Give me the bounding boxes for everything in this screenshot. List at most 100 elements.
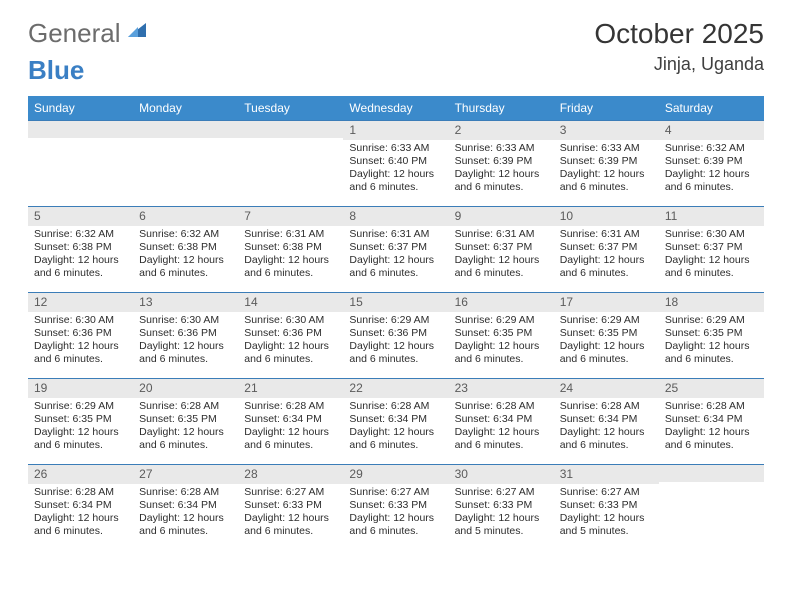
- day-details: Sunrise: 6:28 AMSunset: 6:34 PMDaylight:…: [238, 398, 343, 459]
- calendar-day-cell: 15Sunrise: 6:29 AMSunset: 6:36 PMDayligh…: [343, 292, 448, 378]
- sunset-line: Sunset: 6:38 PM: [244, 241, 337, 254]
- calendar-table: SundayMondayTuesdayWednesdayThursdayFrid…: [28, 96, 764, 550]
- sunset-line: Sunset: 6:39 PM: [560, 155, 653, 168]
- calendar-day-cell: 12Sunrise: 6:30 AMSunset: 6:36 PMDayligh…: [28, 292, 133, 378]
- sunrise-line: Sunrise: 6:28 AM: [244, 400, 337, 413]
- sunrise-line: Sunrise: 6:30 AM: [244, 314, 337, 327]
- brand-sail-icon: [126, 19, 148, 44]
- sunset-line: Sunset: 6:37 PM: [665, 241, 758, 254]
- sunrise-line: Sunrise: 6:31 AM: [349, 228, 442, 241]
- calendar-page: General October 2025 Jinja, Uganda Blue …: [0, 0, 792, 550]
- day-number: [659, 465, 764, 482]
- daylight-line: Daylight: 12 hours and 6 minutes.: [34, 426, 127, 452]
- calendar-body: 1Sunrise: 6:33 AMSunset: 6:40 PMDaylight…: [28, 120, 764, 550]
- weekday-header-cell: Monday: [133, 96, 238, 120]
- calendar-empty-cell: [133, 120, 238, 206]
- daylight-line: Daylight: 12 hours and 6 minutes.: [139, 512, 232, 538]
- day-details: Sunrise: 6:32 AMSunset: 6:38 PMDaylight:…: [28, 226, 133, 287]
- daylight-line: Daylight: 12 hours and 6 minutes.: [455, 168, 548, 194]
- brand-part2: Blue: [28, 55, 84, 86]
- sunrise-line: Sunrise: 6:33 AM: [349, 142, 442, 155]
- sunset-line: Sunset: 6:34 PM: [665, 413, 758, 426]
- day-details: Sunrise: 6:29 AMSunset: 6:35 PMDaylight:…: [554, 312, 659, 373]
- day-details: Sunrise: 6:31 AMSunset: 6:37 PMDaylight:…: [343, 226, 448, 287]
- day-number: 27: [133, 465, 238, 484]
- daylight-line: Daylight: 12 hours and 5 minutes.: [560, 512, 653, 538]
- sunrise-line: Sunrise: 6:32 AM: [139, 228, 232, 241]
- brand-logo: General: [28, 18, 150, 49]
- day-details: Sunrise: 6:31 AMSunset: 6:37 PMDaylight:…: [554, 226, 659, 287]
- sunset-line: Sunset: 6:40 PM: [349, 155, 442, 168]
- calendar-empty-cell: [238, 120, 343, 206]
- day-number: 24: [554, 379, 659, 398]
- brand-part1: General: [28, 18, 121, 49]
- daylight-line: Daylight: 12 hours and 6 minutes.: [244, 254, 337, 280]
- sunrise-line: Sunrise: 6:28 AM: [34, 486, 127, 499]
- sunset-line: Sunset: 6:38 PM: [34, 241, 127, 254]
- sunrise-line: Sunrise: 6:27 AM: [560, 486, 653, 499]
- day-details: Sunrise: 6:32 AMSunset: 6:39 PMDaylight:…: [659, 140, 764, 201]
- day-details: Sunrise: 6:31 AMSunset: 6:37 PMDaylight:…: [449, 226, 554, 287]
- calendar-day-cell: 28Sunrise: 6:27 AMSunset: 6:33 PMDayligh…: [238, 464, 343, 550]
- daylight-line: Daylight: 12 hours and 6 minutes.: [34, 340, 127, 366]
- day-details: Sunrise: 6:30 AMSunset: 6:36 PMDaylight:…: [133, 312, 238, 373]
- daylight-line: Daylight: 12 hours and 6 minutes.: [349, 426, 442, 452]
- day-details: Sunrise: 6:29 AMSunset: 6:36 PMDaylight:…: [343, 312, 448, 373]
- sunset-line: Sunset: 6:33 PM: [560, 499, 653, 512]
- daylight-line: Daylight: 12 hours and 6 minutes.: [560, 254, 653, 280]
- sunrise-line: Sunrise: 6:31 AM: [455, 228, 548, 241]
- day-details: Sunrise: 6:29 AMSunset: 6:35 PMDaylight:…: [449, 312, 554, 373]
- day-number: 9: [449, 207, 554, 226]
- day-details: Sunrise: 6:28 AMSunset: 6:34 PMDaylight:…: [449, 398, 554, 459]
- calendar-day-cell: 11Sunrise: 6:30 AMSunset: 6:37 PMDayligh…: [659, 206, 764, 292]
- day-details: Sunrise: 6:31 AMSunset: 6:38 PMDaylight:…: [238, 226, 343, 287]
- daylight-line: Daylight: 12 hours and 6 minutes.: [560, 426, 653, 452]
- day-number: 23: [449, 379, 554, 398]
- day-details: Sunrise: 6:33 AMSunset: 6:39 PMDaylight:…: [554, 140, 659, 201]
- day-details: Sunrise: 6:28 AMSunset: 6:35 PMDaylight:…: [133, 398, 238, 459]
- calendar-day-cell: 3Sunrise: 6:33 AMSunset: 6:39 PMDaylight…: [554, 120, 659, 206]
- sunset-line: Sunset: 6:35 PM: [665, 327, 758, 340]
- day-details: Sunrise: 6:30 AMSunset: 6:36 PMDaylight:…: [238, 312, 343, 373]
- calendar-weekday-header: SundayMondayTuesdayWednesdayThursdayFrid…: [28, 96, 764, 120]
- day-number: 4: [659, 121, 764, 140]
- day-number: 19: [28, 379, 133, 398]
- daylight-line: Daylight: 12 hours and 6 minutes.: [139, 254, 232, 280]
- calendar-empty-cell: [28, 120, 133, 206]
- sunrise-line: Sunrise: 6:29 AM: [349, 314, 442, 327]
- daylight-line: Daylight: 12 hours and 6 minutes.: [349, 512, 442, 538]
- calendar-day-cell: 6Sunrise: 6:32 AMSunset: 6:38 PMDaylight…: [133, 206, 238, 292]
- sunset-line: Sunset: 6:36 PM: [34, 327, 127, 340]
- daylight-line: Daylight: 12 hours and 6 minutes.: [139, 426, 232, 452]
- day-number: [28, 121, 133, 138]
- weekday-header-cell: Sunday: [28, 96, 133, 120]
- sunset-line: Sunset: 6:37 PM: [455, 241, 548, 254]
- daylight-line: Daylight: 12 hours and 6 minutes.: [665, 254, 758, 280]
- sunset-line: Sunset: 6:35 PM: [34, 413, 127, 426]
- calendar-day-cell: 10Sunrise: 6:31 AMSunset: 6:37 PMDayligh…: [554, 206, 659, 292]
- day-number: [238, 121, 343, 138]
- sunset-line: Sunset: 6:34 PM: [560, 413, 653, 426]
- day-details: Sunrise: 6:28 AMSunset: 6:34 PMDaylight:…: [28, 484, 133, 545]
- calendar-day-cell: 5Sunrise: 6:32 AMSunset: 6:38 PMDaylight…: [28, 206, 133, 292]
- weekday-header-cell: Tuesday: [238, 96, 343, 120]
- daylight-line: Daylight: 12 hours and 6 minutes.: [349, 168, 442, 194]
- daylight-line: Daylight: 12 hours and 6 minutes.: [665, 426, 758, 452]
- daylight-line: Daylight: 12 hours and 6 minutes.: [34, 254, 127, 280]
- sunrise-line: Sunrise: 6:29 AM: [560, 314, 653, 327]
- day-number: 8: [343, 207, 448, 226]
- day-number: 18: [659, 293, 764, 312]
- calendar-day-cell: 17Sunrise: 6:29 AMSunset: 6:35 PMDayligh…: [554, 292, 659, 378]
- day-number: 20: [133, 379, 238, 398]
- calendar-day-cell: 20Sunrise: 6:28 AMSunset: 6:35 PMDayligh…: [133, 378, 238, 464]
- day-details: Sunrise: 6:27 AMSunset: 6:33 PMDaylight:…: [343, 484, 448, 545]
- day-details: Sunrise: 6:27 AMSunset: 6:33 PMDaylight:…: [449, 484, 554, 545]
- sunrise-line: Sunrise: 6:30 AM: [139, 314, 232, 327]
- sunrise-line: Sunrise: 6:28 AM: [665, 400, 758, 413]
- daylight-line: Daylight: 12 hours and 6 minutes.: [455, 254, 548, 280]
- calendar-empty-cell: [659, 464, 764, 550]
- daylight-line: Daylight: 12 hours and 6 minutes.: [244, 512, 337, 538]
- sunset-line: Sunset: 6:38 PM: [139, 241, 232, 254]
- sunrise-line: Sunrise: 6:29 AM: [34, 400, 127, 413]
- calendar-day-cell: 29Sunrise: 6:27 AMSunset: 6:33 PMDayligh…: [343, 464, 448, 550]
